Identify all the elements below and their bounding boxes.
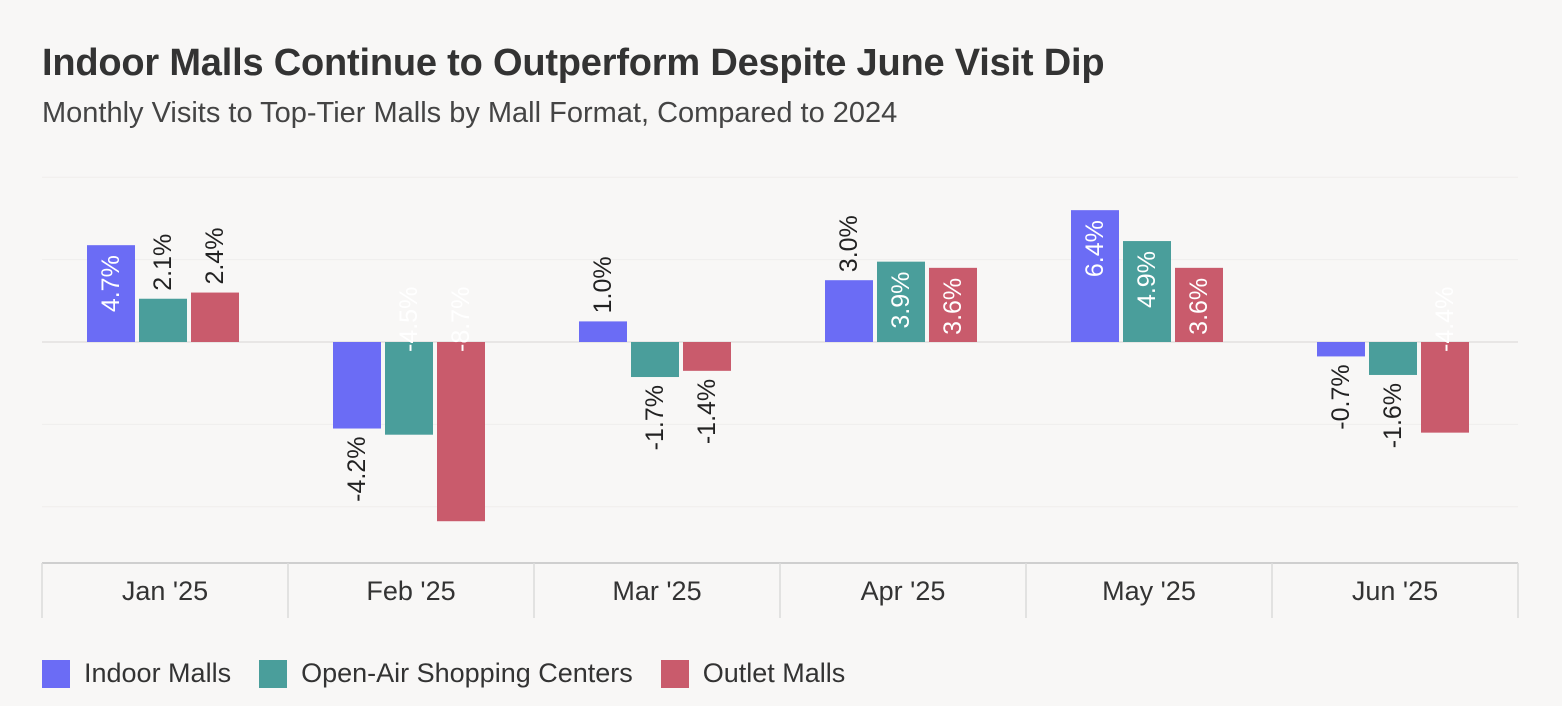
x-tick-label: Jan '25 — [122, 576, 208, 606]
data-label: 3.9% — [887, 272, 915, 329]
bar — [579, 321, 627, 342]
chart-subtitle: Monthly Visits to Top-Tier Malls by Mall… — [42, 97, 898, 129]
x-tick-label: Feb '25 — [366, 576, 455, 606]
bar — [1317, 342, 1365, 357]
data-label: -4.5% — [395, 287, 423, 352]
data-label: 3.6% — [1185, 278, 1213, 335]
legend: Indoor Malls Open-Air Shopping Centers O… — [42, 658, 873, 689]
legend-item-outlet-malls: Outlet Malls — [660, 658, 846, 689]
legend-label-indoor-malls: Indoor Malls — [84, 658, 232, 688]
x-tick-label: May '25 — [1102, 576, 1196, 606]
data-label: 3.0% — [835, 215, 863, 272]
legend-swatch-indoor-malls — [42, 659, 70, 688]
legend-item-indoor-malls: Indoor Malls — [42, 658, 231, 689]
data-label: -1.7% — [641, 385, 669, 450]
data-label: 4.9% — [1133, 251, 1161, 308]
bar — [87, 245, 135, 342]
bar-chart: Jan '25 Feb '25 Mar '25 Apr '25 May '25 Jun '… — [41, 210, 1519, 618]
legend-item-open-air: Open-Air Shopping Centers — [259, 658, 633, 689]
bar — [191, 292, 239, 342]
data-label: -1.6% — [1379, 383, 1407, 448]
x-tick-label: Apr '25 — [861, 576, 946, 606]
data-label: 4.7% — [97, 255, 125, 312]
bar — [877, 261, 925, 342]
data-label: -0.7% — [1327, 364, 1355, 429]
bar — [1123, 241, 1171, 342]
legend-label-open-air: Open-Air Shopping Centers — [301, 658, 633, 688]
data-label: -8.7% — [447, 287, 475, 352]
data-label: -4.2% — [343, 437, 371, 502]
bar — [333, 342, 381, 429]
data-label: 2.1% — [149, 234, 177, 291]
chart-title: Indoor Malls Continue to Outperform Desp… — [42, 42, 1105, 84]
bar — [683, 342, 731, 371]
bar — [1421, 342, 1469, 433]
data-label: 2.4% — [201, 228, 229, 285]
legend-swatch-open-air — [259, 659, 288, 688]
bar — [825, 280, 873, 342]
bar — [1071, 210, 1119, 342]
x-tick-label: Jun '25 — [1352, 576, 1438, 606]
data-label: -1.4% — [693, 379, 721, 444]
legend-label-outlet-malls: Outlet Malls — [702, 658, 846, 688]
bar — [1369, 342, 1417, 375]
data-label: 3.6% — [939, 278, 967, 335]
data-label: 1.0% — [589, 256, 617, 313]
bar — [1175, 267, 1223, 342]
bar — [929, 267, 977, 342]
bar — [385, 342, 433, 435]
x-tick-label: Mar '25 — [612, 576, 701, 606]
data-label: -4.4% — [1431, 287, 1459, 352]
data-label: 6.4% — [1081, 220, 1109, 277]
bar — [437, 342, 485, 522]
bar — [139, 298, 187, 342]
legend-swatch-outlet-malls — [660, 659, 689, 688]
bar — [631, 342, 679, 378]
